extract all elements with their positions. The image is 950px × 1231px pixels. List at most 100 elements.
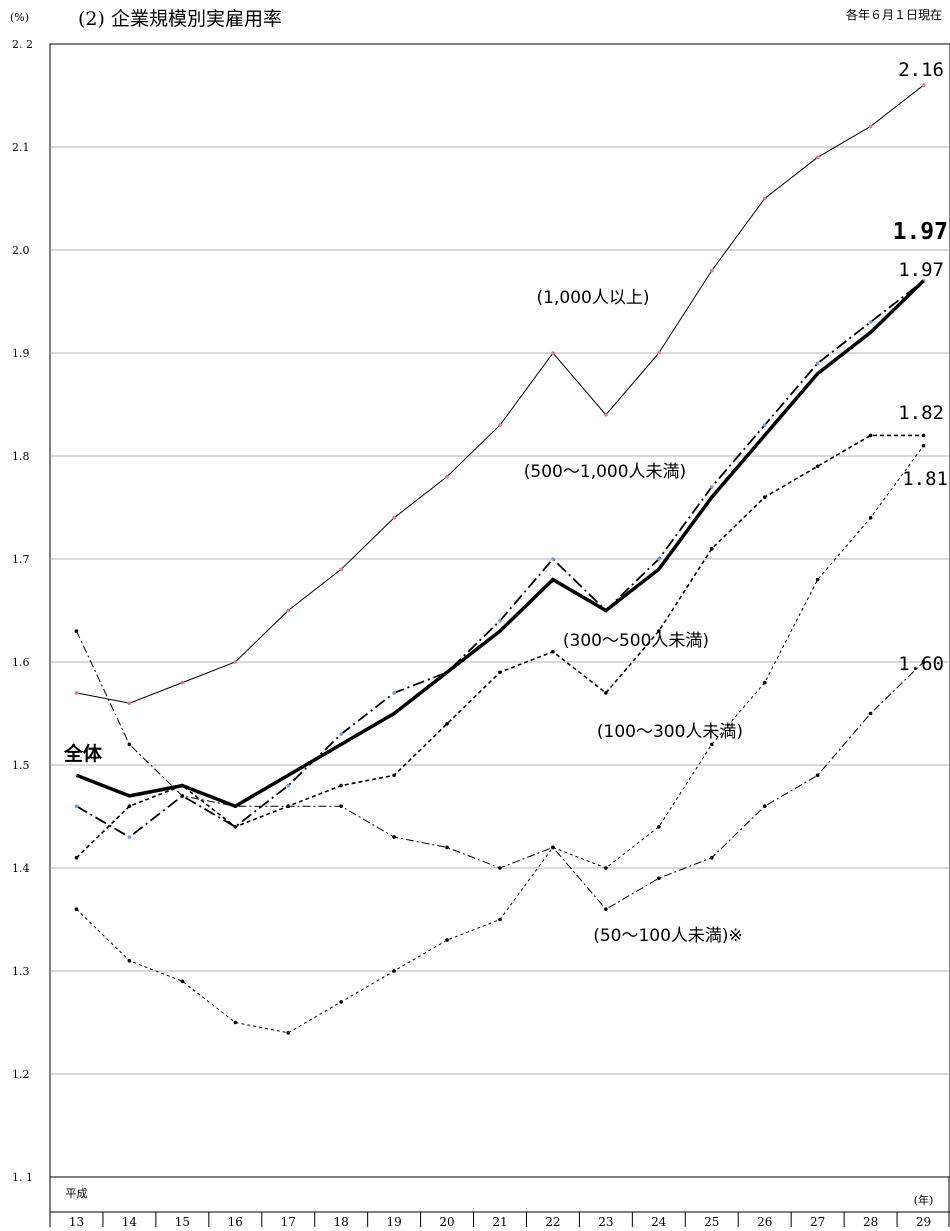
data-point (657, 876, 661, 881)
data-point (815, 361, 820, 366)
x-tick-label: 18 (334, 1215, 349, 1229)
end-value-label: 1.82 (898, 402, 944, 424)
data-point (286, 1031, 291, 1035)
date-note: 各年６月１日現在 (845, 8, 942, 22)
x-tick-label: 17 (281, 1215, 296, 1229)
x-tick-label: 29 (916, 1215, 931, 1229)
plot-frame (49, 43, 950, 1178)
data-point (709, 546, 714, 551)
y-tick-label: 1.3 (12, 965, 30, 978)
x-tick-label: 20 (439, 1215, 454, 1229)
x-tick-label: 26 (757, 1215, 772, 1229)
data-point (709, 855, 714, 860)
data-point (921, 443, 926, 448)
data-point (392, 691, 396, 695)
data-point (868, 711, 873, 716)
data-point (339, 804, 343, 808)
data-point (921, 83, 926, 87)
data-point (286, 804, 291, 808)
series-name-label: (100～300人未満) (597, 722, 743, 742)
end-value-label: 1.97 (893, 219, 948, 245)
data-point (392, 516, 396, 520)
y-tick-label: 2.1 (12, 141, 30, 154)
x-tick-label: 13 (69, 1215, 84, 1229)
data-point (445, 474, 449, 479)
data-point (392, 773, 396, 778)
series-name-label: (500～1,000人未満) (524, 462, 686, 482)
data-point (127, 835, 132, 839)
data-point (551, 649, 555, 654)
series-name-label: (1,000人以上) (537, 288, 650, 308)
y-unit-label: (%) (10, 11, 30, 24)
data-point (604, 413, 608, 417)
data-point (815, 464, 820, 469)
data-point (657, 557, 661, 561)
data-point (815, 155, 820, 160)
data-point (709, 268, 714, 273)
data-point (815, 773, 820, 778)
series-name-label: (300～500人未満) (563, 631, 709, 651)
data-point (445, 938, 449, 942)
data-point (127, 958, 132, 963)
data-point (339, 567, 343, 572)
data-point (127, 742, 132, 747)
data-point (339, 783, 343, 788)
data-point (127, 701, 132, 705)
x-tick-label: 28 (863, 1215, 878, 1229)
data-point (445, 722, 449, 726)
data-point (709, 485, 714, 489)
data-point (180, 794, 185, 798)
end-value-label: 1.81 (902, 468, 948, 490)
y-tick-label: 1.7 (12, 553, 30, 566)
data-point (180, 979, 185, 984)
x-unit-label: (年) (914, 1193, 934, 1207)
data-point (233, 1020, 238, 1025)
y-tick-label: 1.5 (12, 759, 30, 772)
x-tick-label: 15 (175, 1215, 190, 1229)
x-tick-label: 27 (810, 1215, 825, 1229)
data-point (604, 866, 608, 870)
data-point (657, 629, 661, 633)
x-tick-label: 16 (228, 1215, 243, 1229)
data-point (868, 433, 873, 438)
data-point (286, 608, 291, 613)
data-point (657, 351, 661, 355)
series-line-0 (76, 84, 924, 704)
data-point (868, 124, 873, 129)
data-point (657, 825, 661, 829)
data-point (498, 670, 502, 675)
data-point (551, 845, 555, 850)
data-point (604, 907, 608, 911)
series-line-2 (75, 279, 925, 809)
data-point (762, 495, 767, 500)
chart-title: (2) 企業規模別実雇用率 (78, 8, 282, 30)
data-point (762, 196, 767, 201)
x-tick-label: 25 (704, 1215, 719, 1229)
data-point (74, 804, 79, 808)
x-tick-label: 14 (122, 1215, 138, 1229)
end-value-label: 1.60 (898, 653, 944, 675)
data-point (551, 351, 555, 355)
y-tick-label: 1.9 (12, 347, 30, 360)
data-point (815, 577, 820, 582)
y-tick-label: 2. 2 (12, 38, 33, 51)
data-point (392, 969, 396, 973)
data-point (445, 845, 449, 850)
data-point (74, 691, 79, 695)
data-point (286, 783, 291, 788)
series-line-4 (76, 445, 924, 1034)
data-point (762, 680, 767, 685)
data-point (392, 835, 396, 839)
data-point (498, 917, 502, 922)
end-value-label: 1.97 (898, 259, 944, 281)
data-point (868, 320, 873, 324)
data-point (868, 516, 873, 520)
data-point (74, 907, 79, 911)
data-point (762, 423, 767, 427)
data-point (180, 680, 185, 685)
y-tick-label: 1. 1 (12, 1171, 33, 1184)
x-tick-label: 22 (545, 1215, 560, 1229)
data-point (709, 742, 714, 747)
data-point (180, 783, 185, 788)
